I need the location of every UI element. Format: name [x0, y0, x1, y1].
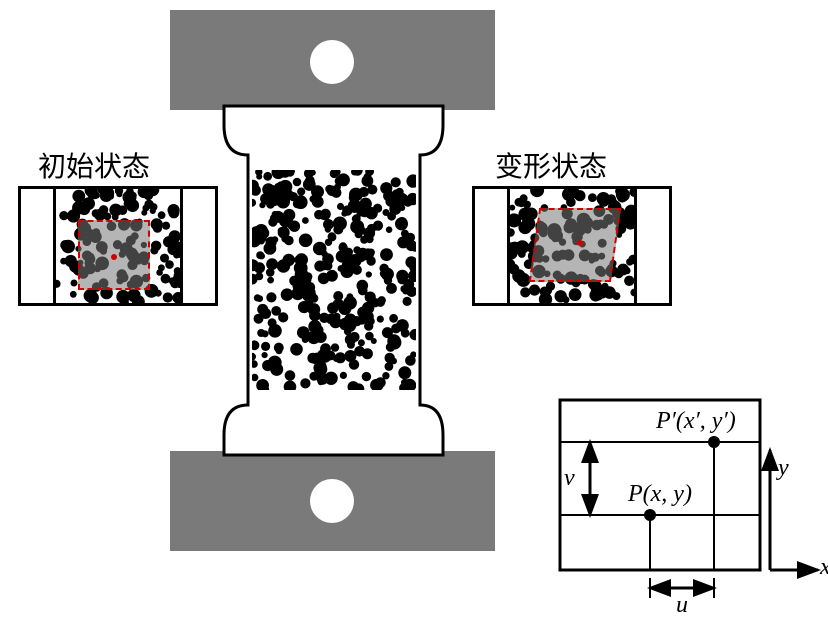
- label-P: P(x, y): [628, 481, 692, 508]
- label-y-axis: y: [778, 455, 789, 482]
- coordinate-diagram: [10, 10, 828, 607]
- label-u: u: [676, 592, 688, 619]
- label-x-axis: x: [820, 554, 828, 581]
- diagram-canvas: 初始状态 变形状态 P′(x′, y′) P(x, y) u v x y: [10, 10, 828, 607]
- label-v: v: [564, 465, 575, 492]
- label-P-prime: P′(x′, y′): [656, 408, 736, 435]
